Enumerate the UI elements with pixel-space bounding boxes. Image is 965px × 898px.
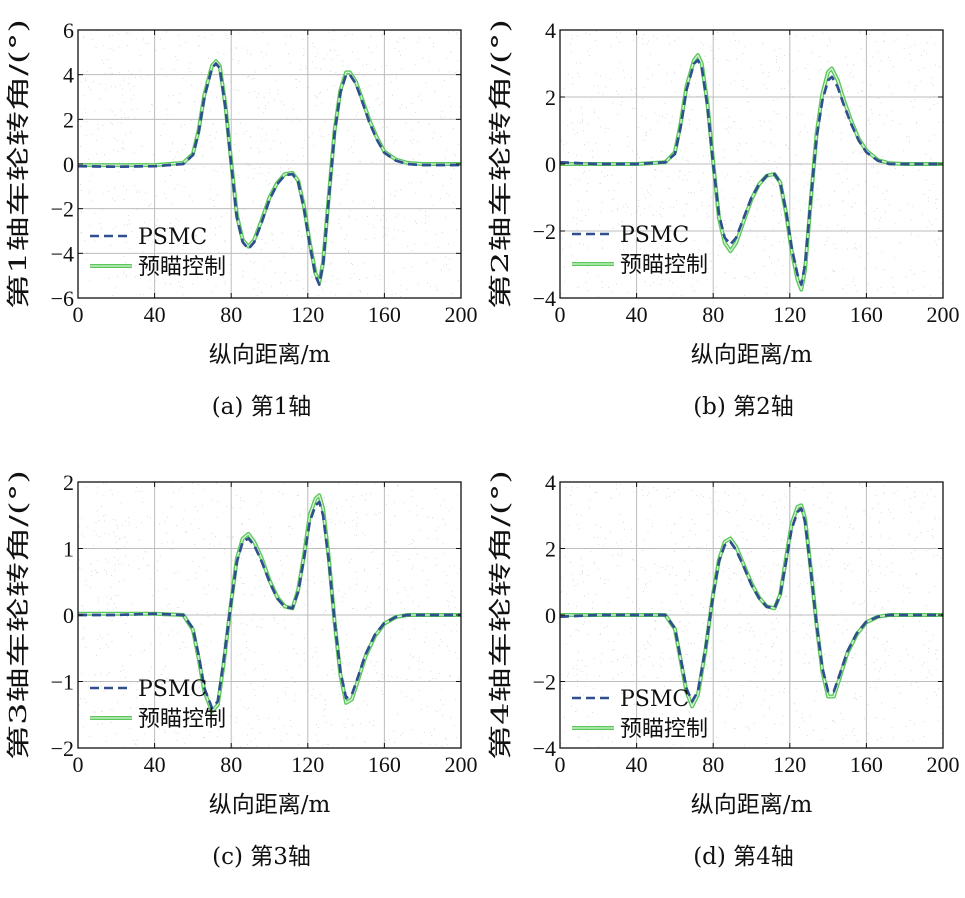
x-tick-label: 40	[144, 302, 166, 327]
x-tick-label: 200	[927, 752, 960, 777]
x-tick-label: 120	[773, 302, 806, 327]
y-tick-label: 2	[63, 107, 74, 132]
y-axis-label: 第1轴车轮转角/(°)	[6, 19, 32, 309]
legend-label-preview: 预瞄控制	[138, 707, 226, 732]
x-tick-label: 0	[73, 752, 84, 777]
legend-label-psmc: PSMC	[620, 223, 689, 248]
legend-a: PSMC 预瞄控制	[90, 225, 226, 280]
series-preview-c	[78, 493, 461, 714]
y-tick-label: 2	[63, 470, 74, 495]
legend-label-psmc: PSMC	[138, 677, 207, 702]
x-tick-label: 80	[220, 302, 242, 327]
legend-label-preview: 预瞄控制	[620, 253, 708, 278]
x-tick-label: 40	[626, 302, 648, 327]
y-tick-label: −4	[533, 736, 556, 761]
chart-panel-b: 0 40 80 120 160 200 −4 −2 0 2 4 纵向距离/m 第2轴车轮转角/(°) (b…	[480, 0, 960, 448]
y-tick-label: 0	[63, 603, 74, 628]
legend-c: PSMC 预瞄控制	[90, 677, 226, 732]
series-preview-b	[560, 53, 943, 292]
y-axis-label: 第4轴车轮转角/(°)	[488, 470, 514, 760]
y-tick-label: −1	[51, 670, 74, 695]
legend-label-psmc: PSMC	[138, 225, 207, 250]
y-tick-label: 4	[63, 63, 74, 88]
y-tick-label: −4	[51, 241, 74, 266]
series-psmc-d	[559, 507, 943, 703]
chart-panel-a: 0 40 80 120 160 200 −6 −4 −2 0 2 4 6 纵向距离/m 第1轴车轮转角/(°…	[0, 0, 480, 448]
y-axis-label: 第3轴车轮转角/(°)	[6, 470, 32, 760]
x-tick-label: 200	[445, 302, 478, 327]
y-tick-label: −4	[533, 286, 556, 311]
x-tick-label: 120	[773, 752, 806, 777]
x-axis-label: 纵向距离/m	[691, 342, 813, 368]
subfigure-caption: (a) 第1轴	[212, 394, 312, 420]
x-tick-label: 160	[850, 302, 883, 327]
legend-label-preview: 预瞄控制	[138, 255, 226, 280]
y-tick-label: −2	[533, 670, 556, 695]
chart-d-svg: 0 40 80 120 160 200 −4 −2 0 2 4 纵向距离/m 第4轴车轮转角/(°) (d…	[488, 470, 960, 870]
y-tick-label: 6	[63, 18, 74, 43]
y-tick-label: 2	[545, 85, 556, 110]
y-axis-label: 第2轴车轮转角/(°)	[488, 19, 514, 309]
series-psmc-line-c	[78, 500, 461, 710]
x-tick-label: 160	[850, 752, 883, 777]
subfigure-caption: (c) 第3轴	[212, 844, 311, 870]
series-preview-d	[560, 503, 943, 709]
y-tick-label: 4	[545, 18, 556, 43]
x-tick-label: 200	[927, 302, 960, 327]
x-tick-label: 40	[144, 752, 166, 777]
legend-d: PSMC 预瞄控制	[572, 687, 708, 742]
x-tick-label: 120	[291, 752, 324, 777]
chart-c-svg: 0 40 80 120 160 200 −2 −1 0 1 2 纵向距离/m 第3轴车轮转角/(°) (c…	[6, 470, 478, 870]
x-tick-label: 120	[291, 302, 324, 327]
x-tick-label: 160	[368, 752, 401, 777]
y-tick-label: −2	[533, 219, 556, 244]
chart-b-svg: 0 40 80 120 160 200 −4 −2 0 2 4 纵向距离/m 第2轴车轮转角/(°) (b…	[488, 18, 960, 420]
x-tick-label: 160	[368, 302, 401, 327]
y-tick-label: −6	[51, 286, 74, 311]
x-tick-label: 0	[555, 302, 566, 327]
x-axis-label: 纵向距离/m	[691, 792, 813, 818]
legend-label-preview: 预瞄控制	[620, 717, 708, 742]
y-tick-label: 0	[63, 152, 74, 177]
x-axis-label: 纵向距离/m	[209, 792, 331, 818]
y-tick-label: 0	[545, 152, 556, 177]
series-psmc-b	[559, 58, 943, 286]
subfigure-caption: (d) 第4轴	[693, 844, 794, 870]
subfigure-caption: (b) 第2轴	[693, 394, 794, 420]
y-tick-label: 4	[545, 470, 556, 495]
chart-a-svg: 0 40 80 120 160 200 −6 −4 −2 0 2 4 6 纵向距离/m 第1轴车轮转角/(°…	[6, 18, 478, 420]
chart-panel-d: 0 40 80 120 160 200 −4 −2 0 2 4 纵向距离/m 第4轴车轮转角/(°) (d…	[480, 450, 960, 898]
y-tick-label: 2	[545, 537, 556, 562]
y-tick-label: −2	[51, 736, 74, 761]
x-tick-label: 40	[626, 752, 648, 777]
x-tick-label: 200	[445, 752, 478, 777]
x-tick-label: 0	[73, 302, 84, 327]
y-tick-label: 0	[545, 603, 556, 628]
legend-label-psmc: PSMC	[620, 687, 689, 712]
series-psmc-line-b	[559, 59, 943, 286]
plot-background-c	[78, 482, 461, 749]
x-tick-label: 80	[702, 752, 724, 777]
series-psmc-line-d	[559, 507, 943, 703]
chart-panel-c: 0 40 80 120 160 200 −2 −1 0 1 2 纵向距离/m 第3轴车轮转角/(°) (c…	[0, 450, 480, 898]
legend-b: PSMC 预瞄控制	[572, 223, 708, 278]
series-preview-a	[78, 59, 461, 285]
y-tick-label: −2	[51, 197, 74, 222]
x-tick-label: 80	[702, 302, 724, 327]
series-psmc-line-a	[77, 62, 461, 286]
x-tick-label: 80	[220, 752, 242, 777]
x-axis-label: 纵向距离/m	[209, 342, 331, 368]
series-psmc-a	[77, 62, 461, 286]
x-tick-label: 0	[555, 752, 566, 777]
y-tick-label: 1	[63, 537, 74, 562]
